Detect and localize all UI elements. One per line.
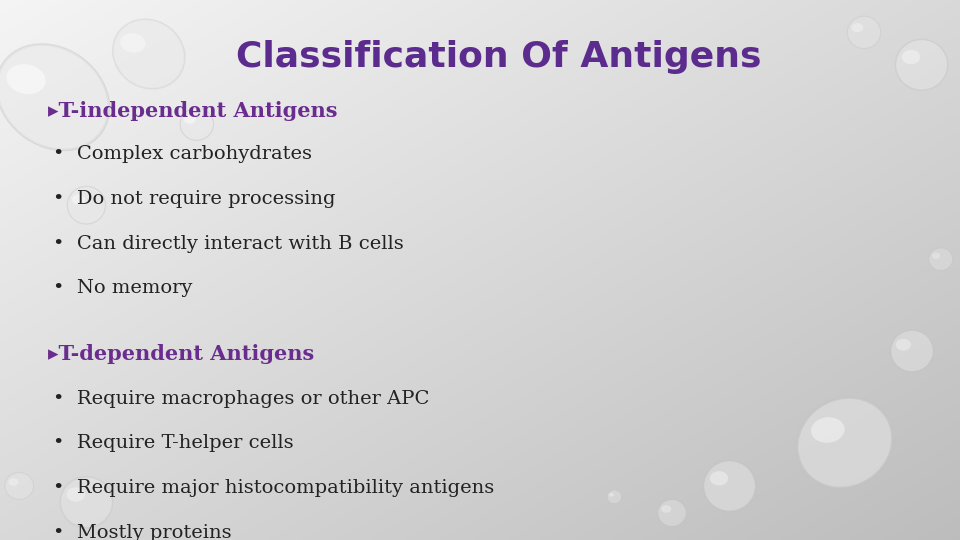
Ellipse shape	[658, 500, 686, 526]
Ellipse shape	[68, 187, 105, 224]
Text: •  Require macrophages or other APC: • Require macrophages or other APC	[53, 389, 429, 408]
Ellipse shape	[703, 460, 756, 512]
Text: ▸T-dependent Antigens: ▸T-dependent Antigens	[48, 343, 314, 364]
Ellipse shape	[60, 476, 112, 528]
Ellipse shape	[607, 490, 622, 503]
Text: •  Can directly interact with B cells: • Can directly interact with B cells	[53, 234, 403, 253]
Ellipse shape	[66, 487, 85, 502]
Ellipse shape	[184, 115, 196, 124]
Ellipse shape	[852, 23, 863, 32]
Ellipse shape	[797, 397, 893, 489]
Text: •  Complex carbohydrates: • Complex carbohydrates	[53, 145, 312, 163]
Ellipse shape	[9, 478, 18, 486]
Ellipse shape	[848, 16, 881, 49]
Ellipse shape	[901, 50, 921, 64]
Text: ▸T-independent Antigens: ▸T-independent Antigens	[48, 100, 338, 121]
Text: •  Require major histocompatibility antigens: • Require major histocompatibility antig…	[53, 479, 494, 497]
Ellipse shape	[929, 248, 952, 270]
Text: •  Mostly proteins: • Mostly proteins	[53, 524, 231, 540]
Ellipse shape	[932, 253, 940, 259]
Ellipse shape	[72, 194, 85, 205]
Ellipse shape	[661, 505, 671, 513]
Ellipse shape	[114, 21, 183, 87]
Text: •  Require T-helper cells: • Require T-helper cells	[53, 434, 294, 453]
Ellipse shape	[896, 339, 911, 350]
Ellipse shape	[897, 40, 947, 90]
Ellipse shape	[799, 399, 891, 487]
Ellipse shape	[891, 330, 933, 372]
Ellipse shape	[61, 477, 111, 527]
Ellipse shape	[609, 493, 614, 497]
Ellipse shape	[811, 417, 845, 443]
Text: Classification Of Antigens: Classification Of Antigens	[236, 40, 762, 73]
Ellipse shape	[120, 33, 146, 52]
Ellipse shape	[659, 500, 685, 526]
Ellipse shape	[5, 472, 34, 500]
Ellipse shape	[709, 471, 729, 485]
Ellipse shape	[6, 473, 33, 499]
Ellipse shape	[7, 64, 46, 94]
Ellipse shape	[895, 39, 948, 91]
Ellipse shape	[180, 108, 213, 140]
Ellipse shape	[848, 17, 880, 48]
Ellipse shape	[705, 461, 755, 511]
Ellipse shape	[928, 248, 952, 271]
Ellipse shape	[0, 44, 109, 151]
Ellipse shape	[180, 109, 213, 140]
Ellipse shape	[0, 46, 108, 148]
Ellipse shape	[67, 186, 106, 224]
Ellipse shape	[891, 331, 933, 371]
Ellipse shape	[112, 19, 185, 89]
Text: •  No memory: • No memory	[53, 279, 192, 298]
Ellipse shape	[608, 490, 621, 503]
Text: •  Do not require processing: • Do not require processing	[53, 190, 335, 208]
